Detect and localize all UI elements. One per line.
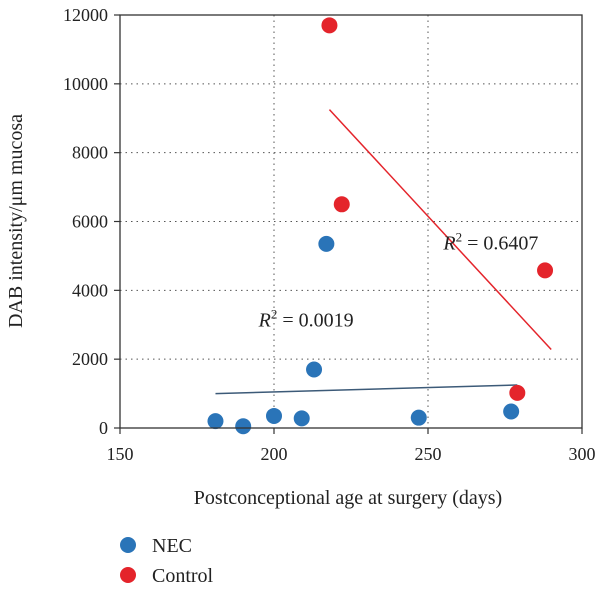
legend-item-nec: NEC bbox=[120, 535, 192, 557]
y-tick-label: 6000 bbox=[72, 212, 108, 232]
y-tick-label: 10000 bbox=[63, 74, 108, 94]
data-point-control bbox=[321, 17, 338, 34]
y-tick-label: 4000 bbox=[72, 280, 108, 300]
axes: 150 200 250 300 0 2000 4000 6000 8000 10000 12000 bbox=[63, 5, 596, 464]
x-axis-title: Postconceptional age at surgery (days) bbox=[194, 487, 502, 509]
data-point-nec bbox=[306, 361, 323, 378]
data-point-nec bbox=[410, 409, 427, 426]
fit-lines bbox=[215, 109, 552, 395]
y-tick-label: 2000 bbox=[72, 349, 108, 369]
x-tick-label: 200 bbox=[261, 444, 288, 464]
legend-label-nec: NEC bbox=[152, 535, 192, 557]
r2-annotations: R2 = 0.0019 R2 = 0.6407 bbox=[258, 230, 539, 332]
data-point-nec bbox=[503, 403, 520, 420]
r2-label-nec: R2 = 0.0019 bbox=[258, 306, 354, 331]
grid-lines bbox=[120, 15, 582, 428]
y-tick-label: 8000 bbox=[72, 143, 108, 163]
y-tick-label: 12000 bbox=[63, 5, 108, 25]
data-point-nec bbox=[266, 407, 282, 424]
x-tick-label: 250 bbox=[415, 444, 442, 464]
data-point-control bbox=[333, 196, 350, 213]
data-points bbox=[207, 17, 554, 435]
legend-label-control: Control bbox=[152, 565, 214, 587]
legend-marker-control bbox=[120, 567, 136, 583]
r2-label-control: R2 = 0.6407 bbox=[442, 230, 538, 255]
data-point-nec bbox=[235, 418, 252, 435]
legend: NEC Control bbox=[120, 535, 214, 587]
legend-marker-nec bbox=[120, 537, 136, 553]
fit-line-nec bbox=[215, 384, 518, 395]
y-tick-label: 0 bbox=[99, 418, 108, 438]
data-point-nec bbox=[293, 410, 310, 427]
data-point-control bbox=[509, 384, 526, 401]
data-point-nec bbox=[207, 413, 224, 430]
fit-line-control bbox=[328, 109, 552, 351]
x-tick-label: 300 bbox=[569, 444, 596, 464]
data-point-nec bbox=[318, 235, 335, 252]
y-axis-title: DAB intensity/μm mucosa bbox=[5, 114, 27, 328]
x-tick-label: 150 bbox=[107, 444, 134, 464]
data-point-control bbox=[537, 262, 554, 279]
legend-item-control: Control bbox=[120, 565, 214, 587]
